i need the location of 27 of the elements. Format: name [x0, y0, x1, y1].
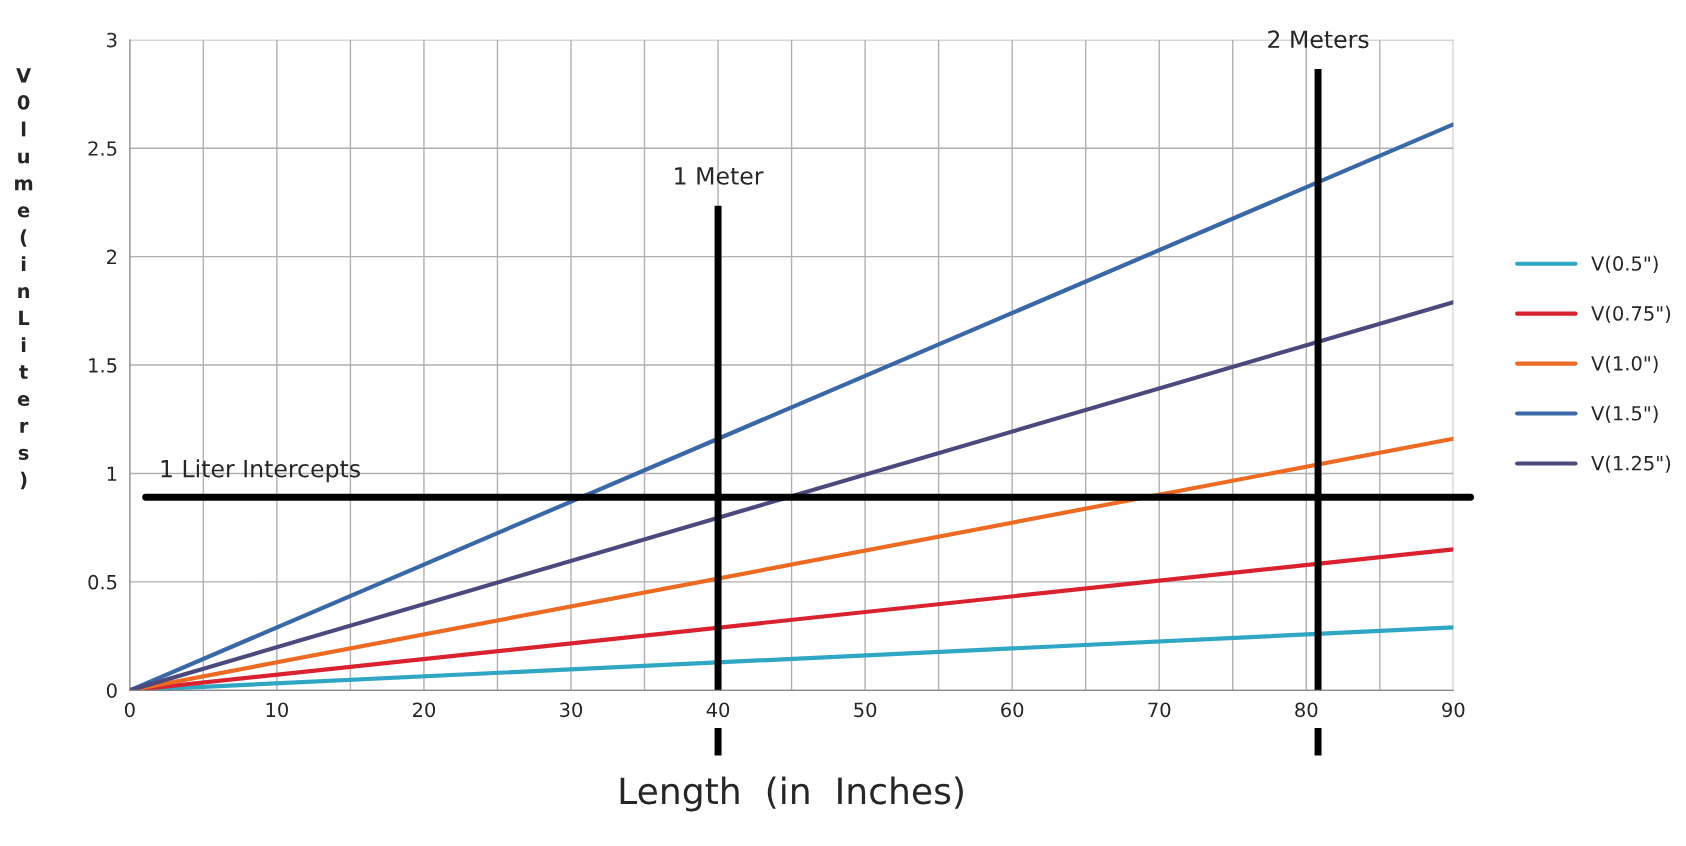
y-tick-label: 1.5 [89, 358, 117, 373]
ref-line-label: 1 Liter Intercepts [161, 459, 360, 483]
x-tick-label: 90 [1442, 702, 1465, 718]
x-tick-label: 20 [412, 702, 436, 718]
x-tick-label: 60 [1001, 702, 1024, 718]
y-tick-label: 3 [107, 32, 117, 48]
legend-label: V(1.0") [1591, 355, 1658, 373]
y-tick-label: 1 [107, 466, 117, 481]
x-tick-label: 10 [266, 702, 288, 718]
legend-label: V(1.5") [1591, 405, 1658, 423]
x-tick-label: 50 [854, 702, 877, 718]
x-axis-title: Length (in Inches) [620, 776, 963, 812]
legend-label: V(0.5") [1591, 255, 1658, 274]
text: V0lume (in Liters) [15, 68, 33, 490]
y-tick-label: 2 [107, 249, 117, 265]
ref-line-label: 1 Meter [675, 167, 764, 185]
y-tick-label: 0.5 [88, 574, 117, 590]
ref-line-label: 2 Meters [1268, 30, 1369, 49]
y-tick-label: 0 [106, 683, 117, 698]
x-tick-label: 40 [706, 702, 730, 718]
y-tick-label: 2.5 [88, 141, 117, 156]
x-tick-label: 70 [1148, 702, 1171, 718]
x-tick-label: 0 [124, 702, 135, 718]
legend-label: V(0.75") [1591, 305, 1671, 324]
x-tick-label: 30 [560, 702, 583, 718]
x-tick-label: 80 [1295, 702, 1318, 718]
legend-label: V(1.25") [1591, 455, 1671, 473]
